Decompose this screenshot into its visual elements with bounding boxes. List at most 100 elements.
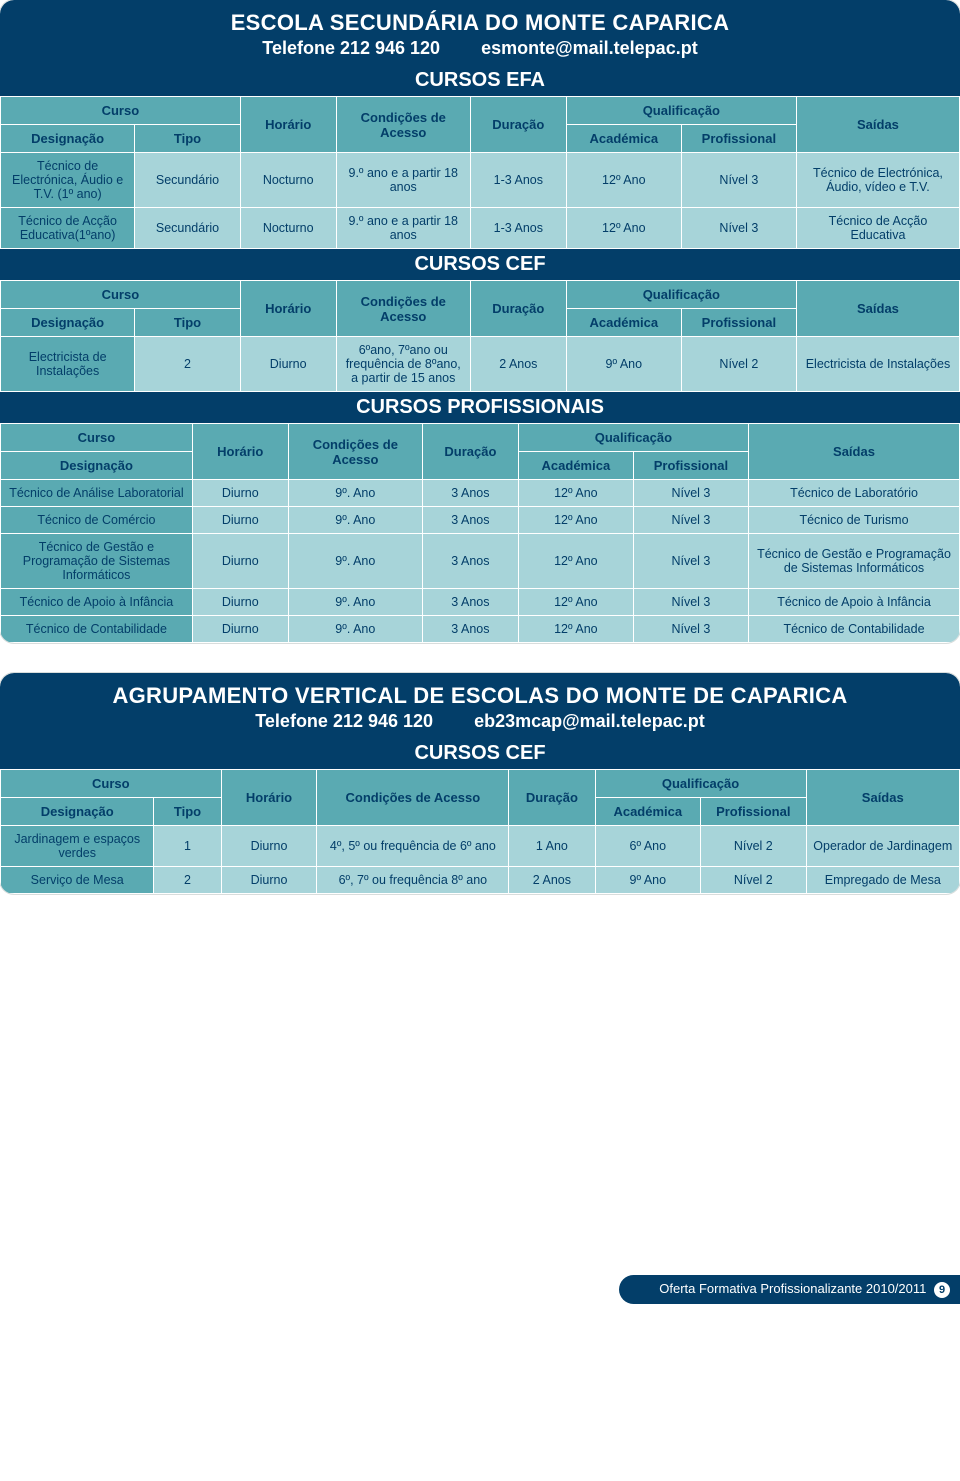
- th-cond: Condições de Acesso: [336, 97, 470, 153]
- th: Profissional: [701, 798, 806, 826]
- table-row: Serviço de Mesa 2 Diurno 6º, 7º ou frequ…: [1, 867, 960, 894]
- cell: 6º, 7º ou frequência 8º ano: [317, 867, 509, 894]
- cell: 9º. Ano: [288, 589, 422, 616]
- cell: Técnico de Acção Educativa: [796, 208, 959, 249]
- th: Duração: [509, 770, 595, 826]
- cell: Operador de Jardinagem: [806, 826, 959, 867]
- table-row: Electricista de Instalações 2 Diurno 6ºa…: [1, 337, 960, 392]
- th: Designação: [1, 452, 193, 480]
- cell: Diurno: [221, 867, 317, 894]
- cell: 9º. Ano: [288, 507, 422, 534]
- th: Designação: [1, 798, 154, 826]
- school2-email: eb23mcap@mail.telepac.pt: [474, 711, 705, 731]
- th-prof: Profissional: [681, 125, 796, 153]
- th: Condições de Acesso: [288, 424, 422, 480]
- school1-phone: Telefone 212 946 120: [262, 38, 440, 58]
- school2-contact: Telefone 212 946 120 eb23mcap@mail.telep…: [20, 711, 940, 732]
- cef1-table: Curso Horário Condições de Acesso Duraçã…: [0, 280, 960, 392]
- school2-header: AGRUPAMENTO VERTICAL DE ESCOLAS DO MONTE…: [0, 673, 960, 738]
- table-row: Técnico de Apoio à Infância Diurno 9º. A…: [1, 589, 960, 616]
- cell: Jardinagem e espaços verdes: [1, 826, 154, 867]
- th: Horário: [192, 424, 288, 480]
- th: Duração: [422, 424, 518, 480]
- th: Condições de Acesso: [336, 281, 470, 337]
- cell: Diurno: [221, 826, 317, 867]
- cell: Nível 2: [701, 826, 806, 867]
- table-row: Jardinagem e espaços verdes 1 Diurno 4º,…: [1, 826, 960, 867]
- th: Qualificação: [595, 770, 806, 798]
- cell: 12º Ano: [518, 534, 633, 589]
- footer: Oferta Formativa Profissionalizante 2010…: [619, 1275, 960, 1304]
- cell: 1-3 Anos: [470, 208, 566, 249]
- cell: 12º Ano: [566, 208, 681, 249]
- cell: 1 Ano: [509, 826, 595, 867]
- school2-title: AGRUPAMENTO VERTICAL DE ESCOLAS DO MONTE…: [20, 683, 940, 709]
- school1-block: ESCOLA SECUNDÁRIA DO MONTE CAPARICA Tele…: [0, 0, 960, 643]
- th: Saídas: [806, 770, 959, 826]
- th: Curso: [1, 281, 241, 309]
- th: Duração: [470, 281, 566, 337]
- cell: Técnico de Gestão e Programação de Siste…: [748, 534, 959, 589]
- cell: Nível 2: [681, 337, 796, 392]
- cell: Diurno: [192, 507, 288, 534]
- cell: 6º Ano: [595, 826, 700, 867]
- th: Tipo: [135, 309, 240, 337]
- section-prof-title: CURSOS PROFISSIONAIS: [0, 392, 960, 423]
- th-acad: Académica: [566, 125, 681, 153]
- cell: 1: [154, 826, 221, 867]
- school1-contact: Telefone 212 946 120 esmonte@mail.telepa…: [20, 38, 940, 59]
- cell: Empregado de Mesa: [806, 867, 959, 894]
- cell: Técnico de Gestão e Programação de Siste…: [1, 534, 193, 589]
- section-efa-title: CURSOS EFA: [0, 65, 960, 96]
- th-horario: Horário: [240, 97, 336, 153]
- cell: 12º Ano: [518, 480, 633, 507]
- th: Profissional: [633, 452, 748, 480]
- table-row: Técnico de Acção Educativa(1ºano) Secund…: [1, 208, 960, 249]
- cell: Nível 2: [701, 867, 806, 894]
- th-dur: Duração: [470, 97, 566, 153]
- th: Saídas: [796, 281, 959, 337]
- th: Académica: [595, 798, 700, 826]
- cell: Electricista de Instalações: [796, 337, 959, 392]
- cell: Nível 3: [633, 480, 748, 507]
- cell: Nocturno: [240, 153, 336, 208]
- th: Académica: [566, 309, 681, 337]
- cell: Técnico de Contabilidade: [1, 616, 193, 643]
- cell: Nível 3: [633, 507, 748, 534]
- cell: Técnico de Análise Laboratorial: [1, 480, 193, 507]
- cell: 12º Ano: [566, 153, 681, 208]
- cell: 3 Anos: [422, 480, 518, 507]
- cell: Nocturno: [240, 208, 336, 249]
- th: Curso: [1, 770, 222, 798]
- cell: Secundário: [135, 153, 240, 208]
- cell: Técnico de Acção Educativa(1ºano): [1, 208, 135, 249]
- cell: Técnico de Electrónica, Áudio, vídeo e T…: [796, 153, 959, 208]
- school1-header: ESCOLA SECUNDÁRIA DO MONTE CAPARICA Tele…: [0, 0, 960, 65]
- school1-email: esmonte@mail.telepac.pt: [481, 38, 698, 58]
- cell: 9º Ano: [566, 337, 681, 392]
- cell: 3 Anos: [422, 589, 518, 616]
- cell: Diurno: [192, 616, 288, 643]
- cell: 2 Anos: [509, 867, 595, 894]
- cell: 6ºano, 7ºano ou frequência de 8ºano, a p…: [336, 337, 470, 392]
- school2-block: AGRUPAMENTO VERTICAL DE ESCOLAS DO MONTE…: [0, 673, 960, 894]
- cell: 1-3 Anos: [470, 153, 566, 208]
- cell: 12º Ano: [518, 507, 633, 534]
- cell: Diurno: [192, 534, 288, 589]
- table-row: Técnico de Gestão e Programação de Siste…: [1, 534, 960, 589]
- cell: Nível 3: [681, 153, 796, 208]
- cell: Diurno: [192, 589, 288, 616]
- table-row: Técnico de Contabilidade Diurno 9º. Ano …: [1, 616, 960, 643]
- th-curso: Curso: [1, 97, 241, 125]
- cell: Técnico de Contabilidade: [748, 616, 959, 643]
- section-cef2-title: CURSOS CEF: [0, 738, 960, 769]
- th: Qualificação: [566, 281, 796, 309]
- cell: 3 Anos: [422, 534, 518, 589]
- table-row: Técnico de Comércio Diurno 9º. Ano 3 Ano…: [1, 507, 960, 534]
- prof-table: Curso Horário Condições de Acesso Duraçã…: [0, 423, 960, 643]
- cell: Técnico de Comércio: [1, 507, 193, 534]
- th-tipo: Tipo: [135, 125, 240, 153]
- table-row: Técnico de Análise Laboratorial Diurno 9…: [1, 480, 960, 507]
- footer-text: Oferta Formativa Profissionalizante 2010…: [659, 1281, 926, 1296]
- cell: 2: [154, 867, 221, 894]
